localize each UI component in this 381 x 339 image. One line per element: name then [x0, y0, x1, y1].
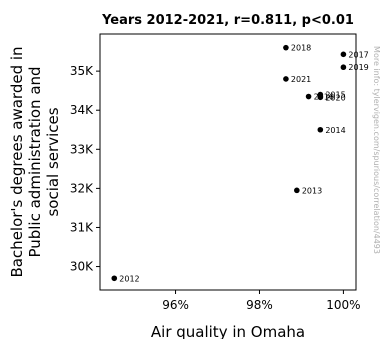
y-tick-label: 34K	[70, 103, 94, 117]
data-point	[340, 64, 347, 71]
data-point-label: 2018	[291, 44, 311, 53]
watermark: More info: tylervigen.com/spurious/corre…	[372, 46, 381, 254]
x-tick-label: 98%	[246, 298, 273, 312]
x-tick-label: 100%	[326, 298, 360, 312]
data-point	[283, 44, 289, 51]
data-point-label: 2019	[348, 63, 368, 72]
data-point-label: 2013	[302, 186, 322, 195]
data-point-label: 2020	[325, 93, 345, 102]
plot-area	[99, 33, 357, 291]
data-point-label: 2016	[314, 93, 334, 102]
x-tick-label: 96%	[162, 298, 189, 312]
y-tick-label: 30K	[70, 260, 94, 274]
data-point	[340, 51, 347, 58]
y-axis-label-line: Public administration and	[26, 66, 44, 257]
data-point-label: 2012	[119, 274, 139, 283]
data-point-label: 2015	[325, 91, 345, 100]
y-axis-label: Bachelor's degrees awarded in Public admi…	[8, 46, 62, 277]
y-tick-label: 32K	[70, 181, 94, 195]
chart-title: Years 2012-2021, r=0.811, p<0.01	[101, 13, 354, 28]
x-axis-ticks: 96% 98% 100%	[162, 290, 361, 312]
data-point	[283, 76, 289, 82]
y-axis-label-line: social services	[44, 107, 62, 216]
y-tick-label: 35K	[70, 64, 94, 78]
data-point-label: 2017	[348, 50, 368, 59]
y-axis-label-line: Bachelor's degrees awarded in	[8, 46, 26, 277]
data-point-label: 2014	[325, 126, 345, 135]
data-point-label: 2021	[291, 75, 311, 84]
data-point	[294, 187, 300, 194]
y-tick-label: 31K	[70, 220, 94, 234]
data-point	[317, 94, 324, 101]
data-point	[111, 275, 118, 282]
x-axis-label: Air quality in Omaha	[151, 323, 305, 339]
data-point	[317, 126, 324, 133]
y-axis-ticks: 30K 31K 32K 33K 34K 35K	[70, 64, 100, 274]
y-tick-label: 33K	[70, 142, 94, 156]
data-point	[305, 93, 312, 100]
